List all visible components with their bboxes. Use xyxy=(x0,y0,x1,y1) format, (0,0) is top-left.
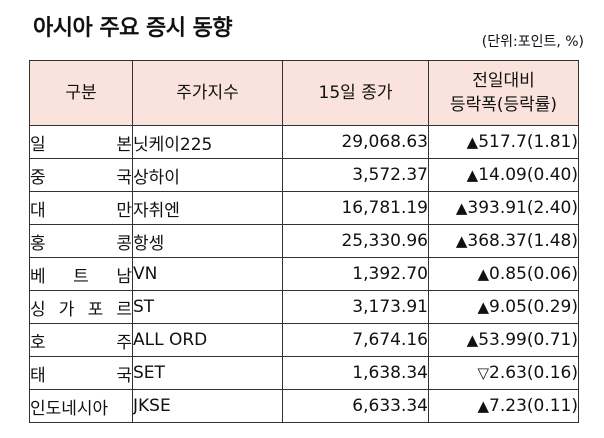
index-name: 닛케이225 xyxy=(132,125,283,159)
index-name: 상하이 xyxy=(132,158,283,192)
table-row: 태 국 SET 1,638.34 ▽2.63(0.16) xyxy=(29,356,579,390)
down-triangle-icon: ▽ xyxy=(477,364,490,382)
change-value: 517.7(1.81) xyxy=(478,132,578,152)
closing-price: 3,572.37 xyxy=(282,158,429,192)
change-cell: ▲53.99(0.71) xyxy=(428,323,579,357)
change-value: 368.37(1.48) xyxy=(467,231,578,251)
closing-price: 25,330.96 xyxy=(282,224,429,258)
header-change-line1: 전일대비 xyxy=(472,71,535,91)
change-cell: ▲368.37(1.48) xyxy=(428,224,579,258)
up-triangle-icon: ▲ xyxy=(455,199,468,217)
page-title: 아시아 주요 증시 동향 xyxy=(33,16,233,41)
change-cell: ▲517.7(1.81) xyxy=(428,125,579,159)
up-triangle-icon: ▲ xyxy=(455,232,468,250)
change-cell: ▲393.91(2.40) xyxy=(428,191,579,225)
closing-price: 3,173.91 xyxy=(282,290,429,324)
up-triangle-icon: ▲ xyxy=(477,397,490,415)
region-cell: 인도네시아 xyxy=(29,389,133,423)
change-value: 53.99(0.71) xyxy=(478,330,578,350)
up-triangle-icon: ▲ xyxy=(466,133,479,151)
unit-note: (단위:포인트, %) xyxy=(481,34,584,50)
change-value: 14.09(0.40) xyxy=(478,165,578,185)
change-value: 2.63(0.16) xyxy=(489,363,578,383)
header-region: 구분 xyxy=(29,60,133,126)
change-cell: ▲7.23(0.11) xyxy=(428,389,579,423)
header-change-line2: 등락폭(등락률) xyxy=(449,95,558,115)
header-row: 구분 주가지수 15일 종가 전일대비 등락폭(등락률) xyxy=(29,60,579,126)
header-close: 15일 종가 xyxy=(282,60,429,126)
header-index: 주가지수 xyxy=(132,60,283,126)
closing-price: 16,781.19 xyxy=(282,191,429,225)
up-triangle-icon: ▲ xyxy=(477,298,490,316)
table-row: 베 트 남 VN 1,392.70 ▲0.85(0.06) xyxy=(29,257,579,291)
change-value: 393.91(2.40) xyxy=(467,198,578,218)
index-name: SET xyxy=(132,356,283,390)
index-name: 자취엔 xyxy=(132,191,283,225)
index-name: JKSE xyxy=(132,389,283,423)
table-row: 홍 콩 항셍 25,330.96 ▲368.37(1.48) xyxy=(29,224,579,258)
index-name: VN xyxy=(132,257,283,291)
closing-price: 1,638.34 xyxy=(282,356,429,390)
change-cell: ▲0.85(0.06) xyxy=(428,257,579,291)
change-value: 0.85(0.06) xyxy=(489,264,578,284)
up-triangle-icon: ▲ xyxy=(466,331,479,349)
index-name: ST xyxy=(132,290,283,324)
change-cell: ▲14.09(0.40) xyxy=(428,158,579,192)
table-row: 중 국 상하이 3,572.37 ▲14.09(0.40) xyxy=(29,158,579,192)
change-value: 9.05(0.29) xyxy=(489,297,578,317)
closing-price: 29,068.63 xyxy=(282,125,429,159)
table-row: 호 주 ALL ORD 7,674.16 ▲53.99(0.71) xyxy=(29,323,579,357)
closing-price: 1,392.70 xyxy=(282,257,429,291)
change-cell: ▽2.63(0.16) xyxy=(428,356,579,390)
up-triangle-icon: ▲ xyxy=(466,166,479,184)
closing-price: 7,674.16 xyxy=(282,323,429,357)
table-row: 인도네시아 JKSE 6,633.34 ▲7.23(0.11) xyxy=(29,389,579,423)
header-change: 전일대비 등락폭(등락률) xyxy=(428,60,579,126)
change-value: 7.23(0.11) xyxy=(489,396,578,416)
up-triangle-icon: ▲ xyxy=(477,265,490,283)
region-label: 인도네시아 xyxy=(30,398,109,419)
table-row: 일 본 닛케이225 29,068.63 ▲517.7(1.81) xyxy=(29,125,579,159)
table-row: 대 만 자취엔 16,781.19 ▲393.91(2.40) xyxy=(29,191,579,225)
index-name: ALL ORD xyxy=(132,323,283,357)
table-row: 싱 가 포 르 ST 3,173.91 ▲9.05(0.29) xyxy=(29,290,579,324)
index-name: 항셍 xyxy=(132,224,283,258)
stock-table: 구분 주가지수 15일 종가 전일대비 등락폭(등락률) 일 본 닛케이225 29,… xyxy=(29,60,579,423)
closing-price: 6,633.34 xyxy=(282,389,429,423)
change-cell: ▲9.05(0.29) xyxy=(428,290,579,324)
